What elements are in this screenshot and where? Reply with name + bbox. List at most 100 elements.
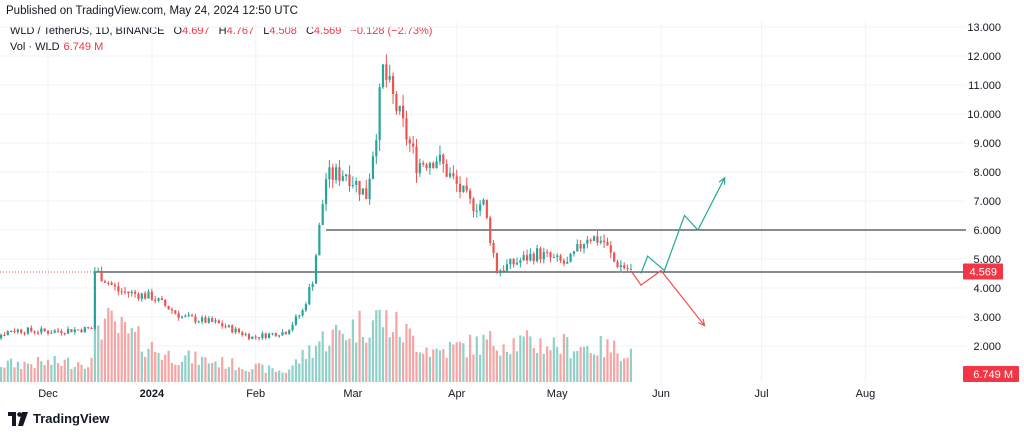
- candle-body: [20, 329, 23, 333]
- candle-body: [107, 282, 110, 284]
- volume-bar: [164, 354, 167, 382]
- candle-body: [489, 217, 492, 243]
- x-tick-label: Jul: [755, 388, 769, 400]
- volume-bar: [100, 339, 103, 382]
- volume-bar: [616, 353, 619, 382]
- candle-body: [3, 334, 6, 336]
- candle-body: [257, 337, 261, 339]
- volume-bar: [288, 369, 291, 382]
- candle-body: [432, 162, 435, 168]
- candle-body: [519, 260, 522, 263]
- volume-bar: [30, 364, 33, 382]
- volume-bar: [247, 371, 251, 382]
- volume-bar: [103, 318, 107, 382]
- volume-bar: [154, 351, 157, 382]
- volume-bar: [244, 370, 247, 382]
- volume-bar: [368, 337, 371, 382]
- candle-body: [0, 334, 3, 339]
- volume-bar: [6, 360, 9, 382]
- volume-bar: [107, 308, 110, 382]
- candle-body: [234, 328, 237, 333]
- candle-body: [298, 315, 301, 317]
- volume-bar: [626, 357, 629, 382]
- symbol-title[interactable]: WLD / TetherUS, 1D, BINANCE: [10, 25, 165, 37]
- volume-bar: [552, 337, 555, 382]
- volume-bar: [33, 368, 36, 382]
- candle-body: [83, 327, 86, 333]
- volume-bar: [207, 363, 210, 382]
- tradingview-brand[interactable]: TradingView: [8, 411, 109, 426]
- volume-bar: [174, 364, 177, 382]
- candle-body: [304, 304, 308, 311]
- volume-bar: [271, 368, 274, 382]
- low-label: L: [263, 25, 270, 37]
- candle-body: [224, 326, 227, 328]
- candle-body: [288, 330, 291, 335]
- candle-body: [190, 315, 194, 317]
- volume-bar: [308, 345, 311, 382]
- candle-body: [207, 318, 210, 323]
- volume-bar: [458, 342, 462, 382]
- horizontal-levels: [0, 229, 966, 273]
- candle-body: [6, 331, 9, 336]
- volume-bar: [448, 341, 452, 382]
- volume-bar: [549, 350, 552, 382]
- volume-bar: [556, 347, 559, 382]
- volume-bar: [120, 316, 123, 382]
- candle-body: [187, 315, 190, 317]
- candle-body: [314, 255, 318, 284]
- volume-bar: [345, 340, 348, 382]
- candle-body: [130, 291, 133, 294]
- volume-bar: [318, 341, 321, 382]
- symbol-legend: WLD / TetherUS, 1D, BINANCE O4.697 H4.76…: [10, 25, 432, 37]
- open-label: O: [173, 25, 183, 37]
- candle-body: [194, 316, 197, 323]
- volume-bar: [546, 346, 549, 382]
- candle-body: [338, 167, 341, 181]
- candle-body: [335, 167, 338, 180]
- volume-bar: [385, 310, 388, 382]
- volume-bar: [26, 363, 29, 382]
- volume-bar: [572, 351, 576, 382]
- volume-bar: [509, 354, 512, 382]
- volume-bar: [361, 337, 364, 382]
- volume-label[interactable]: Vol · WLD: [10, 41, 60, 53]
- candle-body: [147, 291, 150, 299]
- volume-bar: [623, 358, 626, 382]
- volume-bar: [492, 345, 495, 382]
- candle-body: [579, 244, 582, 249]
- volume-bar: [70, 368, 73, 382]
- candle-body: [284, 331, 287, 335]
- candle-body: [144, 293, 147, 299]
- candle-body: [167, 305, 170, 310]
- low-value: 4.508: [269, 25, 297, 37]
- volume-bar: [187, 350, 190, 382]
- y-tick-label: 4.000: [973, 283, 1001, 295]
- volume-bar: [495, 350, 498, 382]
- volume-bar: [482, 334, 485, 382]
- volume-bar: [123, 322, 127, 382]
- candle-body: [619, 265, 622, 268]
- price-axis[interactable]: 2.000 3.000 4.000 5.000 6.000 7.000 8.000 9.000…: [963, 22, 1019, 382]
- candle-body: [97, 270, 100, 272]
- volume-bar: [603, 357, 606, 382]
- volume-bar: [147, 348, 150, 382]
- volume-bar: [36, 356, 40, 382]
- candle-body: [231, 325, 234, 333]
- volume-bar: [619, 361, 622, 382]
- candle-body: [529, 253, 532, 261]
- candle-body: [616, 261, 619, 268]
- volume-bar: [281, 372, 284, 382]
- volume-bar: [291, 365, 294, 382]
- volume-bar: [351, 319, 354, 382]
- candle-body: [274, 333, 277, 337]
- candle-body: [582, 243, 586, 249]
- high-label: H: [218, 25, 227, 37]
- volume-bar: [445, 357, 448, 382]
- time-axis[interactable]: Dec 2024 Feb Mar Apr May Jun Jul Aug: [38, 388, 875, 400]
- candle-body: [90, 327, 93, 329]
- candle-body: [180, 316, 184, 318]
- y-tick-label: 13.000: [967, 22, 1001, 34]
- volume-bar: [485, 339, 488, 382]
